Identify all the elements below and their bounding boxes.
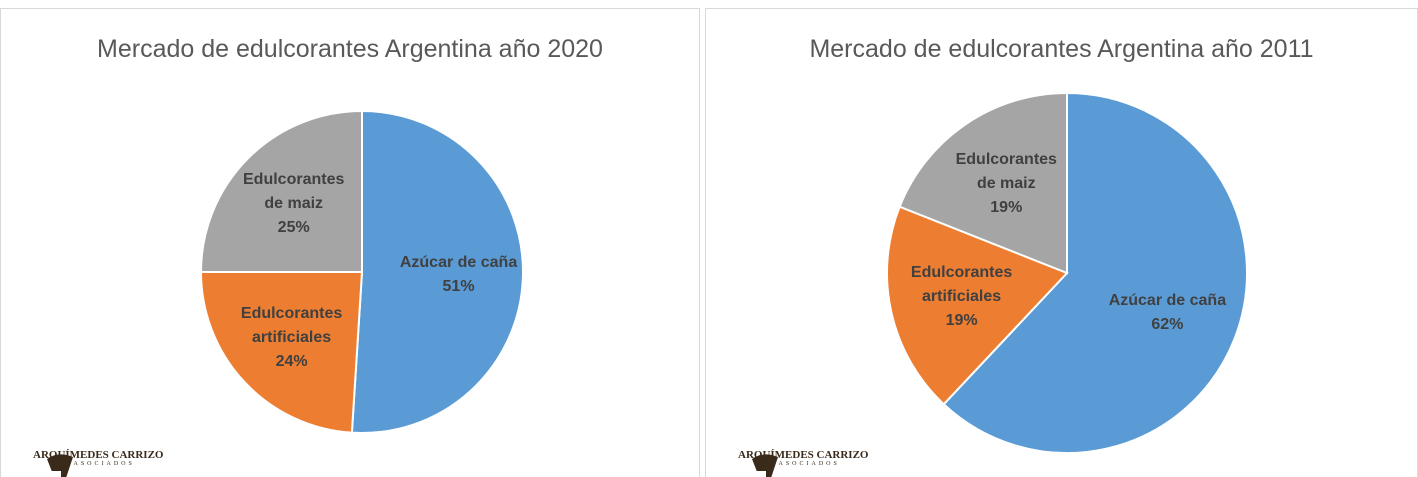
logo-icon — [752, 454, 778, 477]
logo-icon — [47, 454, 73, 477]
chart-title: Mercado de edulcorantes Argentina año 20… — [809, 35, 1314, 63]
slice-value: 24% — [275, 353, 308, 371]
pie-slice — [898, 91, 1068, 275]
pie-slice — [199, 271, 364, 434]
pie — [886, 91, 1248, 454]
pie-slice — [942, 91, 1248, 454]
slice-name: Edulcorantes de maiz — [955, 150, 1057, 192]
pie — [199, 109, 525, 434]
data-label: Edulcorantes de maiz 19% — [946, 148, 1066, 220]
data-label: Edulcorantes de maiz 25% — [234, 168, 354, 240]
slice-value: 25% — [277, 218, 310, 236]
slice-name: Edulcorantes de maiz — [243, 170, 345, 212]
slice-name: Azúcar de caña — [1108, 291, 1227, 309]
slice-value: 19% — [990, 198, 1023, 216]
chart-panel: Mercado de edulcorantes Argentina año 20… — [0, 8, 700, 477]
logo-subtitle: & ASOCIADOS — [61, 461, 135, 467]
logo: ARQUÍMEDES CARRIZO & ASOCIADOS — [738, 449, 869, 477]
slice-name: Edulcorantes artificiales — [240, 305, 343, 347]
data-label: Edulcorantes artificiales 19% — [902, 261, 1022, 333]
slice-value: 62% — [1151, 315, 1184, 333]
logo: ARQUÍMEDES CARRIZO & ASOCIADOS — [33, 449, 164, 477]
chart-title: Mercado de edulcorantes Argentina año 20… — [97, 35, 603, 63]
data-label: Azúcar de caña 62% — [1107, 289, 1227, 337]
data-label: Azúcar de caña 51% — [399, 251, 519, 299]
slice-name: Azúcar de caña — [399, 254, 518, 272]
chart-panel: Mercado de edulcorantes Argentina año 20… — [705, 8, 1418, 477]
slice-value: 51% — [442, 278, 475, 296]
data-label: Edulcorantes artificiales 24% — [232, 302, 352, 374]
slice-value: 19% — [945, 311, 978, 329]
slice-name: Edulcorantes artificiales — [910, 263, 1013, 305]
logo-subtitle: & ASOCIADOS — [766, 461, 840, 467]
pie-slice — [199, 109, 363, 273]
pie-slice — [350, 109, 525, 434]
